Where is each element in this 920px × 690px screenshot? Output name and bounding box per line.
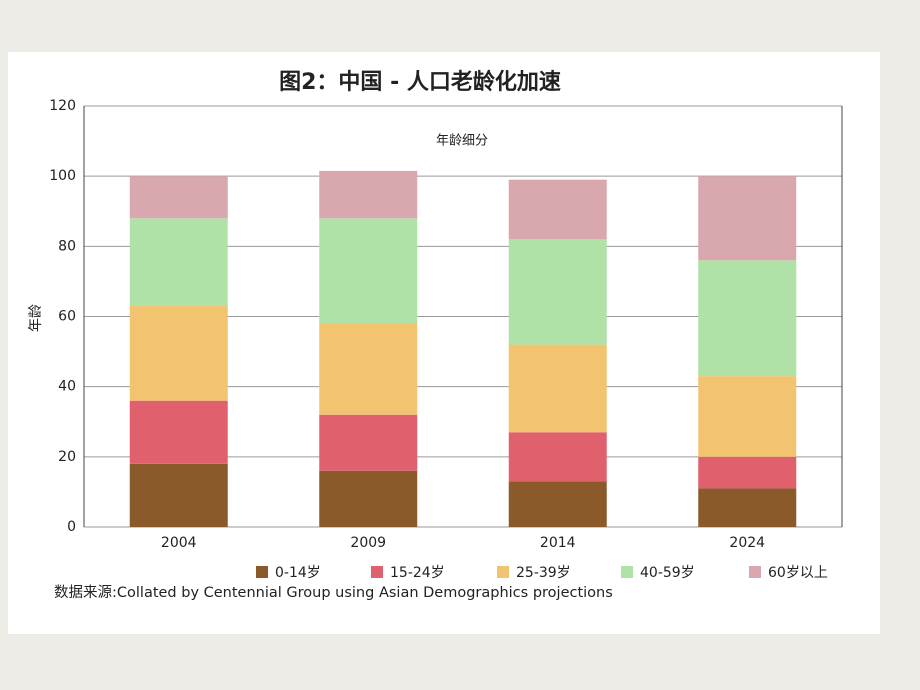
bar-segment [508,432,607,482]
legend-label: 25-39岁 [516,565,571,581]
y-tick-label: 80 [58,238,76,254]
bar-segment [698,456,797,489]
bar-segment [319,170,418,219]
subtitle: 年龄细分 [436,134,488,149]
bar-segment [508,481,607,527]
bar-segment [508,239,607,345]
bar-segment [129,176,228,219]
y-tick-label: 40 [58,379,76,395]
y-tick-label: 100 [49,168,76,184]
bar-segment [319,218,418,324]
legend-label: 15-24岁 [390,565,445,581]
bar-segment [698,176,797,261]
legend-label: 0-14岁 [275,565,321,581]
legend-label: 40-59岁 [640,565,695,581]
bar-segment [508,179,607,240]
bar-segment [129,400,228,464]
bar-segment [508,344,607,433]
legend-swatch [256,566,268,578]
legend-swatch [497,566,509,578]
chart-title: 图2：中国 - 人口老龄化加速 [279,69,561,95]
bar-segment [129,463,228,527]
bar-segment [698,376,797,457]
x-tick-label: 2014 [540,535,576,551]
legend-swatch [749,566,761,578]
x-tick-label: 2004 [161,535,197,551]
bar-segment [319,470,418,527]
y-tick-label: 60 [58,309,76,325]
bar-segment [319,414,418,471]
x-tick-label: 2024 [729,535,765,551]
bar-segment [129,218,228,306]
y-tick-label: 20 [58,449,76,465]
legend-swatch [621,566,633,578]
bar-segment [698,488,797,527]
source: 数据来源:Collated by Centennial Group using … [54,584,613,601]
y-axis-label: 年龄 [28,304,44,332]
legend-swatch [371,566,383,578]
bar-segment [698,260,797,377]
y-tick-label: 0 [67,519,76,535]
legend-label: 60岁以上 [768,565,828,581]
y-tick-label: 120 [49,98,76,114]
x-tick-label: 2009 [350,535,386,551]
bar-segment [319,323,418,415]
bar-segment [129,305,228,401]
